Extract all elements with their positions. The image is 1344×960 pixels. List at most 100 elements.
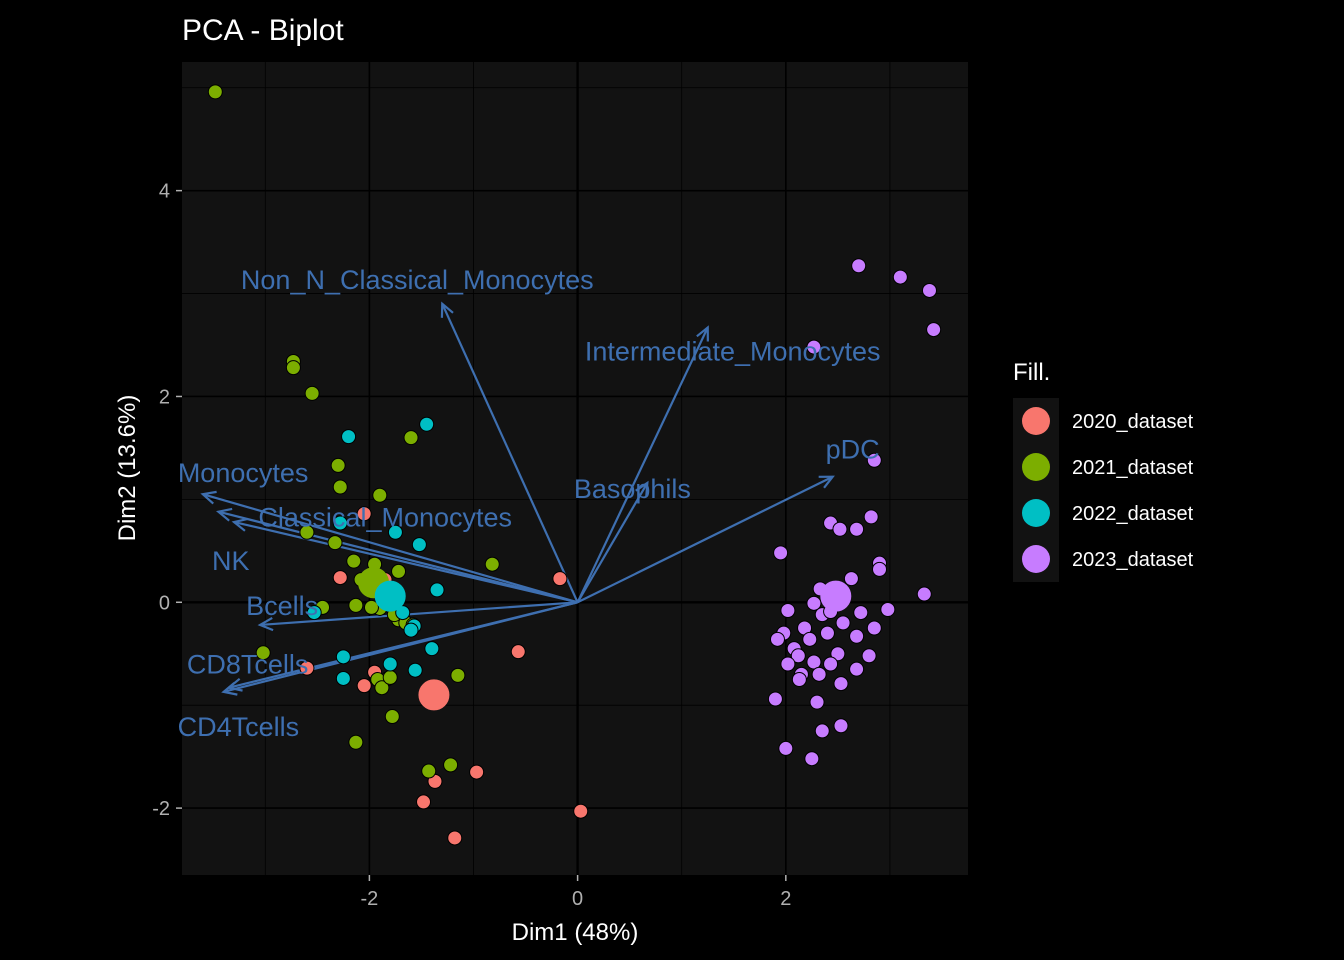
data-point (382, 669, 398, 685)
loading-arrow-head (215, 507, 233, 522)
loading-arrow (233, 520, 578, 604)
data-point (424, 641, 440, 657)
data-point (778, 740, 794, 756)
data-point (769, 631, 785, 647)
data-point (387, 524, 403, 540)
data-point (327, 535, 343, 551)
x-tick-label: 2 (780, 888, 791, 910)
loading-label: pDC (826, 435, 880, 465)
loading-arrow-head (440, 301, 454, 318)
data-point (348, 734, 364, 750)
data-point (823, 656, 839, 672)
loading-label: Non_N_Classical_Monocytes (241, 265, 594, 295)
data-point (892, 269, 908, 285)
loading-arrow-head (818, 475, 835, 489)
data-point (767, 691, 783, 707)
data-point (916, 586, 932, 602)
data-point (863, 509, 879, 525)
data-point (403, 622, 419, 638)
data-point (921, 282, 937, 298)
data-point (332, 570, 348, 586)
data-point (819, 625, 835, 641)
legend-title: Fill. (1013, 359, 1050, 386)
data-point (880, 601, 896, 617)
loading-label: CD4Tcells (178, 712, 300, 742)
data-points (207, 84, 942, 846)
x-tick-label: 0 (572, 888, 583, 910)
data-point (791, 671, 807, 687)
data-point (403, 430, 419, 446)
loading-arrow (202, 493, 578, 604)
loading-arrow-head (231, 517, 248, 532)
data-point (802, 631, 818, 647)
axes: -2 0 2 -2 0 2 4 (152, 181, 791, 910)
data-point (552, 571, 568, 587)
y-tick-label: 2 (159, 386, 170, 408)
data-point (356, 506, 372, 522)
loading-arrow (441, 303, 579, 603)
data-point (833, 676, 849, 692)
data-point (335, 670, 351, 686)
loading-arrow (576, 327, 709, 603)
legend: Fill. 2020_dataset 2021_dataset 2022_datas… (1013, 359, 1194, 582)
data-point (356, 678, 372, 694)
data-point (330, 457, 346, 473)
data-point (285, 360, 301, 376)
data-point (843, 571, 859, 587)
data-point (849, 628, 865, 644)
data-point (469, 764, 485, 780)
x-axis-title: Dim1 (48%) (512, 919, 639, 946)
legend-key (1022, 545, 1050, 573)
y-tick-label: 0 (159, 592, 170, 614)
data-point (811, 666, 827, 682)
data-point (299, 660, 315, 676)
legend-label: 2023_dataset (1072, 549, 1194, 571)
data-point (926, 322, 942, 338)
data-point (447, 830, 463, 846)
data-point (872, 561, 888, 577)
loading-arrow-head (696, 325, 709, 342)
legend-label: 2022_dataset (1072, 503, 1194, 525)
loading-label: Monocytes (178, 458, 309, 488)
data-point (429, 582, 445, 598)
data-point (363, 599, 379, 615)
data-point (255, 645, 271, 661)
data-point (806, 595, 822, 611)
data-point (450, 667, 466, 683)
data-point (833, 718, 849, 734)
y-tick-label: -2 (152, 798, 170, 820)
loading-label: NK (212, 546, 250, 576)
data-point (384, 709, 400, 725)
data-point (573, 803, 589, 819)
loading-arrow-head (200, 490, 217, 505)
legend-key (1022, 453, 1050, 481)
data-point (299, 524, 315, 540)
loading-label: Bcells (246, 591, 318, 621)
data-point (332, 515, 348, 531)
group-centroid (820, 580, 852, 612)
loading-arrow-head (635, 480, 649, 497)
data-point (790, 648, 806, 664)
loading-label: CD8Tcells (187, 650, 309, 680)
data-point (849, 661, 865, 677)
data-point (861, 648, 877, 664)
data-point (332, 479, 348, 495)
data-point (421, 763, 437, 779)
data-point (832, 521, 848, 537)
loading-arrow (260, 601, 578, 627)
data-point (419, 416, 435, 432)
loading-arrow-head (257, 617, 274, 632)
data-point (806, 339, 822, 355)
data-point (411, 537, 427, 553)
data-point (306, 605, 322, 621)
data-point (348, 597, 364, 613)
group-centroid (418, 679, 450, 711)
y-axis-title: Dim2 (13.6%) (114, 395, 141, 542)
data-point (866, 620, 882, 636)
legend-label: 2020_dataset (1072, 411, 1194, 433)
data-point (304, 385, 320, 401)
data-point (866, 452, 882, 468)
data-point (407, 662, 423, 678)
y-tick-label: 4 (159, 181, 170, 203)
data-point (416, 794, 432, 810)
